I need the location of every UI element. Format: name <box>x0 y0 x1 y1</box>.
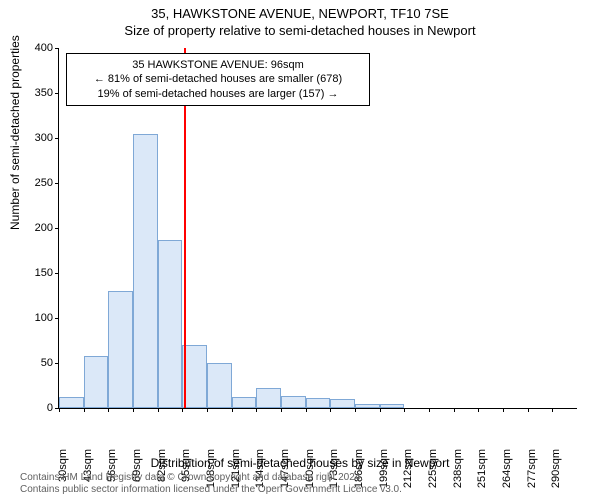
annotation-line-1: 35 HAWKSTONE AVENUE: 96sqm <box>73 58 363 72</box>
y-tick-mark <box>55 48 59 49</box>
chart-title-2: Size of property relative to semi-detach… <box>0 21 600 38</box>
x-tick-mark <box>108 408 109 412</box>
annotation-box: 35 HAWKSTONE AVENUE: 96sqm ← 81% of semi… <box>66 53 370 106</box>
y-tick-label: 250 <box>21 177 53 189</box>
x-tick-mark <box>404 408 405 412</box>
histogram-bar <box>133 134 158 409</box>
x-tick-mark <box>256 408 257 412</box>
histogram-bar <box>108 291 133 408</box>
y-tick-mark <box>55 183 59 184</box>
x-axis-label: Distribution of semi-detached houses by … <box>0 456 600 470</box>
histogram-bar <box>355 404 380 409</box>
x-tick-mark <box>330 408 331 412</box>
x-tick-mark <box>232 408 233 412</box>
y-axis-label: Number of semi-detached properties <box>8 35 22 230</box>
x-tick-mark <box>478 408 479 412</box>
y-tick-label: 0 <box>21 402 53 414</box>
y-tick-label: 150 <box>21 267 53 279</box>
x-tick-mark <box>84 408 85 412</box>
x-tick-mark <box>158 408 159 412</box>
chart-title-1: 35, HAWKSTONE AVENUE, NEWPORT, TF10 7SE <box>0 0 600 21</box>
annotation-line-2: ← 81% of semi-detached houses are smalle… <box>73 72 363 86</box>
histogram-bar <box>59 397 84 408</box>
annotation-line-3: 19% of semi-detached houses are larger (… <box>73 87 363 101</box>
y-tick-label: 300 <box>21 132 53 144</box>
x-tick-mark <box>429 408 430 412</box>
y-tick-mark <box>55 363 59 364</box>
histogram-bar <box>281 396 306 408</box>
x-tick-mark <box>503 408 504 412</box>
x-tick-mark <box>380 408 381 412</box>
chart-container: 35, HAWKSTONE AVENUE, NEWPORT, TF10 7SE … <box>0 0 600 500</box>
histogram-bar <box>256 388 281 408</box>
y-tick-mark <box>55 93 59 94</box>
histogram-bar <box>306 398 331 408</box>
footer-line-2: Contains public sector information licen… <box>20 484 402 496</box>
x-tick-mark <box>454 408 455 412</box>
x-tick-mark <box>552 408 553 412</box>
y-tick-label: 200 <box>21 222 53 234</box>
y-tick-mark <box>55 228 59 229</box>
x-tick-mark <box>528 408 529 412</box>
y-tick-label: 350 <box>21 87 53 99</box>
y-tick-label: 100 <box>21 312 53 324</box>
footer-text: Contains HM Land Registry data © Crown c… <box>20 472 402 496</box>
histogram-bar <box>330 399 355 408</box>
histogram-bar <box>380 404 405 408</box>
x-tick-mark <box>355 408 356 412</box>
y-tick-mark <box>55 318 59 319</box>
histogram-bar <box>207 363 232 408</box>
y-tick-mark <box>55 138 59 139</box>
histogram-bar <box>232 397 257 408</box>
histogram-bar <box>158 240 183 408</box>
y-tick-mark <box>55 273 59 274</box>
y-tick-label: 50 <box>21 357 53 369</box>
x-tick-mark <box>306 408 307 412</box>
footer-line-1: Contains HM Land Registry data © Crown c… <box>20 472 402 484</box>
x-tick-mark <box>207 408 208 412</box>
x-tick-mark <box>59 408 60 412</box>
x-tick-mark <box>182 408 183 412</box>
x-tick-mark <box>281 408 282 412</box>
histogram-bar <box>84 356 109 408</box>
x-tick-mark <box>133 408 134 412</box>
y-tick-label: 400 <box>21 42 53 54</box>
